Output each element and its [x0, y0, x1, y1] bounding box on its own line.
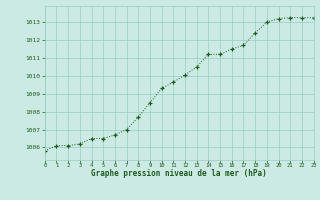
X-axis label: Graphe pression niveau de la mer (hPa): Graphe pression niveau de la mer (hPa): [91, 169, 267, 178]
